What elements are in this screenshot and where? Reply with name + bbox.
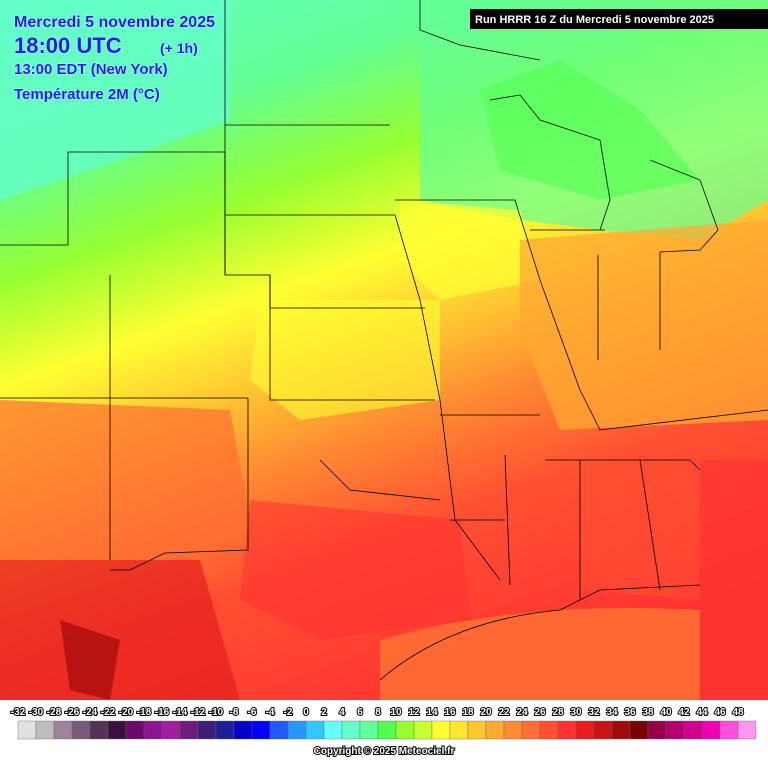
legend-swatch (161, 720, 181, 740)
legend-swatch (17, 720, 37, 740)
legend-label: 10 (390, 707, 402, 718)
temperature-patches (0, 0, 768, 700)
legend-swatch (71, 720, 91, 740)
legend-swatch (107, 720, 127, 740)
legend-label: 38 (642, 707, 654, 718)
legend-swatch (503, 720, 523, 740)
legend-label: 46 (714, 707, 726, 718)
legend-swatch (359, 720, 379, 740)
legend-label: 32 (588, 707, 600, 718)
legend-label: 22 (498, 707, 510, 718)
legend-swatch (701, 720, 721, 740)
legend-label: 12 (408, 707, 420, 718)
legend-label: -16 (155, 707, 170, 718)
legend-swatch (179, 720, 199, 740)
state-borders (0, 0, 768, 681)
field-name: Température 2M (°C) (14, 86, 160, 103)
legend-label: 26 (534, 707, 546, 718)
offset: (+ 1h) (160, 40, 198, 56)
legend-swatch (557, 720, 577, 740)
legend-swatch (197, 720, 217, 740)
legend-label: 0 (303, 707, 309, 718)
run-banner (470, 9, 768, 29)
legend-label: -14 (173, 707, 188, 718)
legend-label: 6 (357, 707, 363, 718)
legend-label: -28 (47, 707, 62, 718)
legend-swatch (449, 720, 469, 740)
legend-label: 42 (678, 707, 690, 718)
copyright: Copyright © 2025 Meteociel.fr (314, 746, 455, 757)
legend-swatch (269, 720, 289, 740)
legend-label: 36 (624, 707, 636, 718)
legend-swatch (683, 720, 703, 740)
legend-swatch (341, 720, 361, 740)
legend-label: 40 (660, 707, 672, 718)
legend-swatch (593, 720, 613, 740)
legend-swatch (377, 720, 397, 740)
legend-label: 28 (552, 707, 564, 718)
legend-label: 44 (696, 707, 708, 718)
legend-label: -30 (29, 707, 44, 718)
legend-label: -18 (137, 707, 152, 718)
legend-label: 48 (732, 707, 744, 718)
legend: -32 -30 -28 -26 -24 -22 -20 -18 -16 -14 -12 -10 -8 -6… (10, 706, 757, 740)
legend-label: 30 (570, 707, 582, 718)
legend-label: -26 (65, 707, 80, 718)
legend-swatch (521, 720, 541, 740)
legend-label: -12 (191, 707, 206, 718)
legend-swatch (125, 720, 145, 740)
legend-swatch (323, 720, 343, 740)
legend-swatch (611, 720, 631, 740)
legend-swatch (647, 720, 667, 740)
legend-label: -6 (248, 707, 257, 718)
legend-swatch (53, 720, 73, 740)
legend-swatch (719, 720, 739, 740)
legend-swatch (35, 720, 55, 740)
legend-label: -8 (230, 707, 239, 718)
legend-label: 16 (444, 707, 456, 718)
legend-label: 34 (606, 707, 618, 718)
legend-swatch (413, 720, 433, 740)
legend-swatch (467, 720, 487, 740)
legend-swatch (629, 720, 649, 740)
run-info: Run HRRR 16 Z du Mercredi 5 novembre 202… (475, 14, 714, 26)
legend-swatch (287, 720, 307, 740)
legend-label: -10 (209, 707, 224, 718)
legend-swatch (143, 720, 163, 740)
legend-label: -24 (83, 707, 98, 718)
legend-swatch (251, 720, 271, 740)
legend-label: 24 (516, 707, 528, 718)
legend-swatch (485, 720, 505, 740)
legend-swatch (215, 720, 235, 740)
legend-swatch (431, 720, 451, 740)
legend-label: 14 (426, 707, 438, 718)
legend-label: 18 (462, 707, 474, 718)
legend-label: -32 (11, 707, 26, 718)
local-time: 13:00 EDT (New York) (14, 61, 168, 78)
legend-swatch (395, 720, 415, 740)
legend-swatch (89, 720, 109, 740)
utc-time: 18:00 UTC (14, 33, 122, 58)
legend-swatch (539, 720, 559, 740)
legend-swatch (665, 720, 685, 740)
legend-swatch (305, 720, 325, 740)
legend-label: -2 (284, 707, 293, 718)
legend-label: 4 (339, 707, 345, 718)
legend-label: -20 (119, 707, 134, 718)
legend-label: 20 (480, 707, 492, 718)
legend-swatch (575, 720, 595, 740)
date: Mercredi 5 novembre 2025 (14, 14, 215, 31)
legend-label: 2 (321, 707, 327, 718)
legend-label: -22 (101, 707, 116, 718)
legend-label: 8 (375, 707, 381, 718)
legend-swatch (737, 720, 757, 740)
legend-label: -4 (266, 707, 275, 718)
legend-swatch (233, 720, 253, 740)
